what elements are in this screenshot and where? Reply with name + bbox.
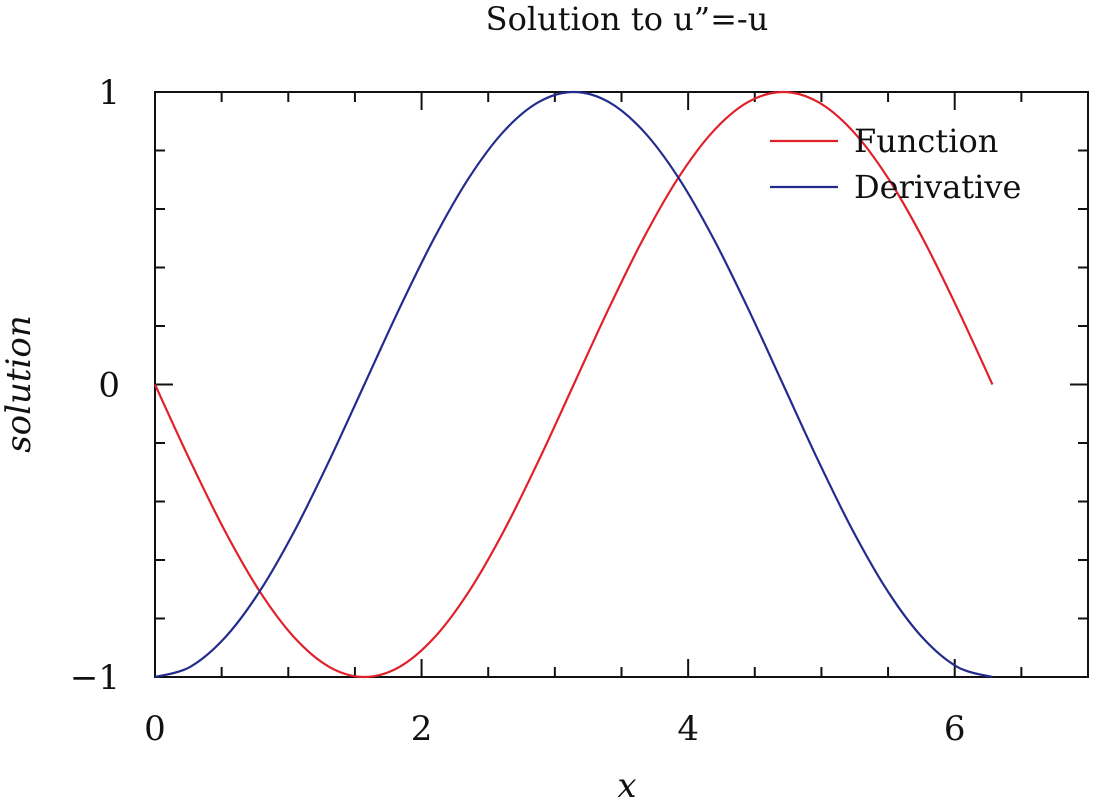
y-tick-label: 0	[98, 366, 120, 406]
x-tick-label: 2	[411, 709, 433, 749]
x-tick-label: 0	[144, 709, 166, 749]
series-line-derivative	[154, 90, 993, 679]
series-line-function	[154, 90, 994, 679]
series-layer	[154, 90, 994, 679]
legend: Function Derivative	[770, 122, 1021, 206]
y-axis-label: solution	[0, 315, 39, 453]
y-tick-label: −1	[70, 658, 120, 698]
x-tick-label: 4	[677, 709, 699, 749]
x-axis-label: x	[617, 766, 636, 800]
x-tick-label: 6	[944, 709, 966, 749]
legend-label-derivative: Derivative	[854, 168, 1021, 206]
legend-label-function: Function	[854, 122, 998, 160]
minor-ticks	[155, 92, 1089, 677]
y-tick-label: 1	[98, 73, 120, 113]
tick-labels: 0 2 4 6 −1 0 1	[70, 73, 966, 749]
chart-title: Solution to u”=-u	[486, 0, 769, 38]
